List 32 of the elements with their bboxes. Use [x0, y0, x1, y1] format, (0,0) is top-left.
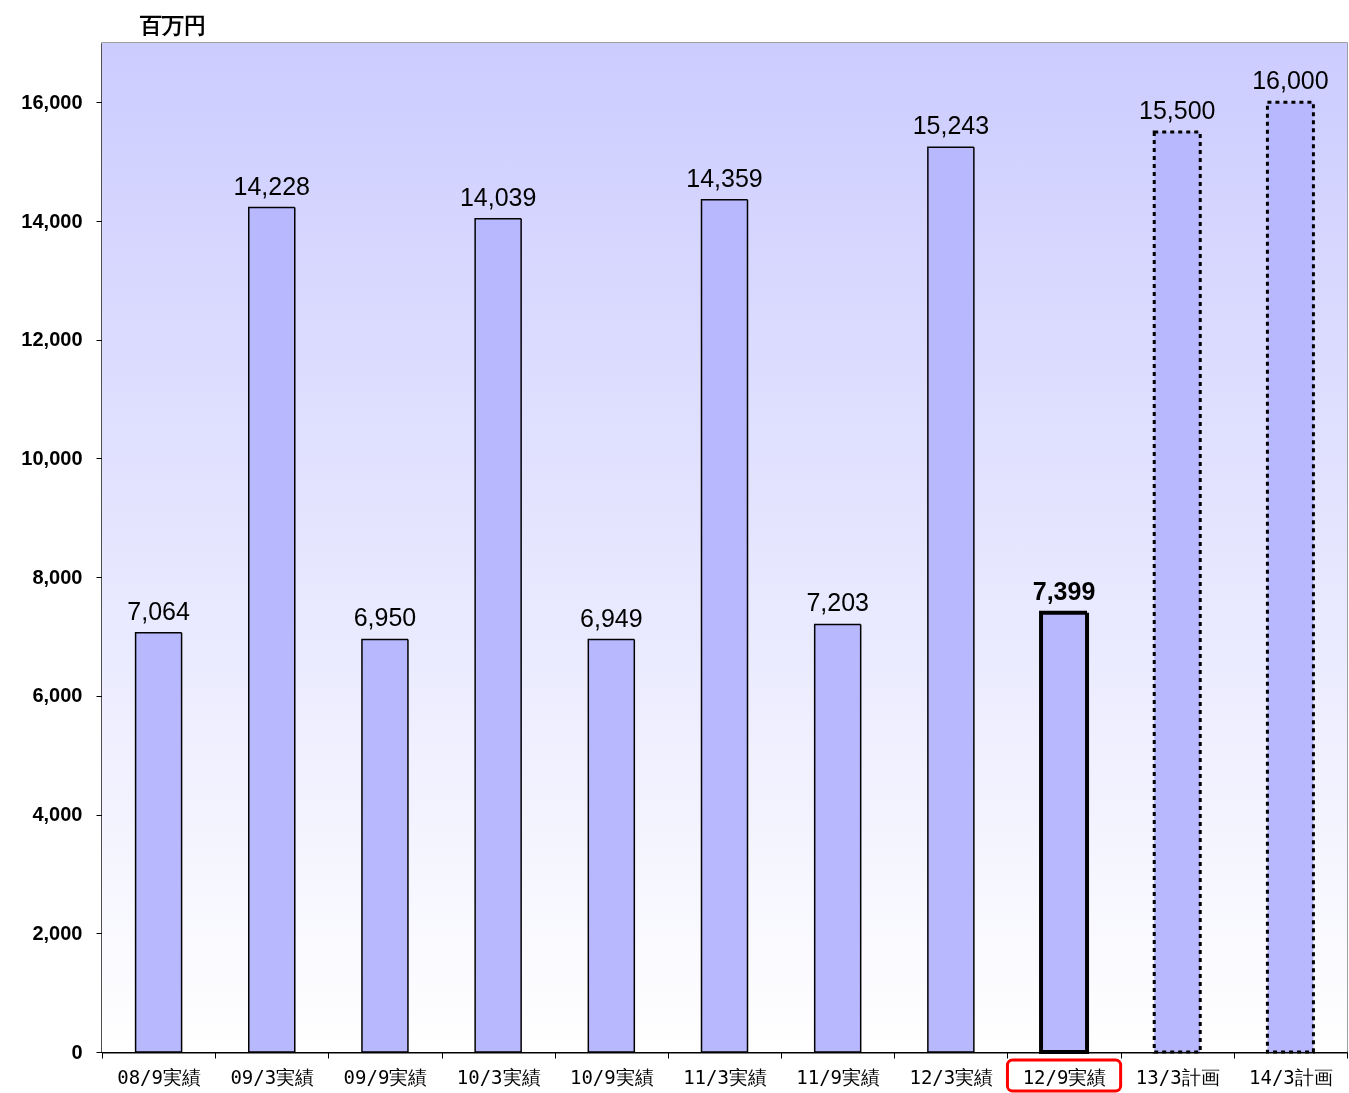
y-tick-label: 8,000: [32, 565, 83, 588]
data-label: 15,243: [912, 111, 990, 140]
data-label: 6,950: [353, 603, 417, 632]
x-tick-label: 11/9実績: [796, 1065, 881, 1088]
data-label: 14,039: [459, 182, 537, 211]
y-tick-label: 10,000: [21, 446, 83, 469]
data-label: 16,000: [1252, 66, 1329, 95]
x-tick-label: 14/3計画: [1249, 1065, 1333, 1088]
x-tick-label: 11/3実績: [683, 1065, 767, 1088]
data-label: 7,064: [127, 596, 190, 625]
x-tick-label: 08/9実績: [117, 1065, 201, 1088]
x-tick-label: 10/9実績: [569, 1065, 654, 1088]
x-tick-label: 12/3実績: [909, 1065, 994, 1088]
y-tick-label: 2,000: [32, 921, 83, 944]
data-label: 14,359: [686, 163, 763, 192]
y-tick-label: 14,000: [21, 209, 83, 232]
y-tick-label: 6,000: [32, 684, 83, 707]
data-label: 7,203: [806, 588, 869, 617]
y-axis-title: 百万円: [138, 12, 206, 38]
x-tick-label: 12/9実績: [1022, 1065, 1107, 1088]
y-tick-label: 12,000: [21, 328, 83, 351]
data-label: 7,399: [1032, 576, 1096, 605]
data-label: 14,228: [233, 171, 311, 200]
x-tick-label: 10/3実績: [456, 1065, 541, 1088]
data-label: 6,949: [580, 603, 643, 632]
y-tick-label: 4,000: [32, 803, 83, 826]
y-tick-label: 0: [71, 1040, 83, 1063]
y-tick-label: 16,000: [21, 90, 83, 113]
data-label: 15,500: [1138, 96, 1216, 125]
x-tick-label: 09/9実績: [343, 1065, 428, 1088]
x-tick-label: 09/3実績: [230, 1065, 315, 1088]
x-tick-label: 13/3計画: [1135, 1065, 1220, 1088]
